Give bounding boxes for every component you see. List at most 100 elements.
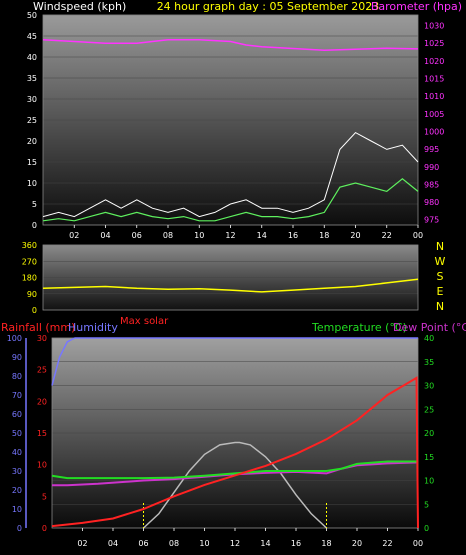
temperature-series bbox=[51, 337, 419, 529]
windspeed-tick-label: 45 bbox=[27, 32, 37, 41]
x-tick-label: 14 bbox=[257, 231, 267, 240]
barometer-tick-label: 1025 bbox=[424, 39, 444, 48]
compass-label: W bbox=[435, 255, 446, 268]
x-tick-label: 04 bbox=[108, 539, 118, 548]
barometer-axis-title: Barometer (hpa) bbox=[371, 0, 462, 13]
direction-panel-grid bbox=[42, 244, 419, 311]
x-tick-label: 20 bbox=[350, 231, 360, 240]
windspeed-tick-label: 25 bbox=[27, 116, 37, 125]
x-tick-label: 08 bbox=[163, 231, 173, 240]
humidity-tick-label: 40 bbox=[12, 448, 22, 457]
x-tick-label: 20 bbox=[352, 539, 362, 548]
barometer-tick-label: 975 bbox=[424, 216, 439, 225]
windspeed-tick-label: 20 bbox=[27, 137, 37, 146]
wind-series bbox=[42, 38, 419, 222]
humidity-line bbox=[51, 337, 418, 386]
barometer-tick-label: 1015 bbox=[424, 75, 444, 84]
compass-label: S bbox=[437, 270, 444, 283]
x-tick-label: 16 bbox=[288, 231, 298, 240]
barometer-tick-label: 980 bbox=[424, 198, 439, 207]
rainfall-tick-label: 10 bbox=[37, 461, 47, 470]
barometer-tick-label: 1010 bbox=[424, 92, 444, 101]
temperature-line bbox=[51, 460, 418, 480]
direction-line bbox=[42, 278, 419, 293]
rainfall-tick-label: 0 bbox=[42, 524, 47, 533]
x-tick-label: 06 bbox=[132, 231, 142, 240]
direction-tick-label: 360 bbox=[22, 241, 37, 250]
windspeed-tick-label: 10 bbox=[27, 179, 37, 188]
humidity-tick-label: 10 bbox=[12, 505, 22, 514]
rainfall-tick-label: 25 bbox=[37, 366, 47, 375]
wind-x-tick-labels: 02 04 06 08 10 12 14 16 18 20 22 00 bbox=[69, 225, 423, 240]
temperature-tick-label: 40 bbox=[424, 334, 434, 343]
x-tick-label: 16 bbox=[291, 539, 301, 548]
barometer-tick-label: 985 bbox=[424, 180, 439, 189]
x-tick-label: 12 bbox=[230, 539, 240, 548]
humidity-tick-label: 0 bbox=[17, 524, 22, 533]
rainfall-line bbox=[51, 376, 419, 529]
windspeed-tick-labels: 0 5 10 15 20 25 30 35 40 45 50 bbox=[27, 11, 37, 230]
barometer-tick-labels: 975 980 985 990 995 1000 1005 1010 1015 1020 1025 1… bbox=[424, 22, 444, 225]
barometer-tick-label: 1005 bbox=[424, 110, 444, 119]
x-tick-label: 00 bbox=[413, 539, 423, 548]
rainfall-axis-title: Rainfall (mm) bbox=[1, 321, 75, 334]
windspeed-line bbox=[42, 178, 419, 222]
x-tick-label: 18 bbox=[321, 539, 331, 548]
compass-label: N bbox=[436, 240, 444, 253]
humidity-tick-label: 50 bbox=[12, 429, 22, 438]
x-tick-label: 08 bbox=[169, 539, 179, 548]
direction-tick-label: 90 bbox=[27, 290, 37, 299]
rainfall-tick-label: 30 bbox=[37, 334, 47, 343]
humidity-tick-label: 20 bbox=[12, 486, 22, 495]
temperature-tick-label: 20 bbox=[424, 429, 434, 438]
humidity-tick-label: 80 bbox=[12, 372, 22, 381]
dewpoint-axis-title: Dew Point (°C) bbox=[393, 321, 466, 334]
x-tick-label: 18 bbox=[319, 231, 329, 240]
x-tick-label: 02 bbox=[77, 539, 87, 548]
solar-curve bbox=[142, 441, 328, 529]
rainfall-tick-label: 15 bbox=[37, 429, 47, 438]
graph-title: 24 hour graph day : 05 September 2023 bbox=[157, 0, 380, 13]
rainfall-tick-labels: 0 5 10 15 20 25 30 bbox=[37, 334, 47, 533]
x-tick-label: 06 bbox=[138, 539, 148, 548]
windspeed-tick-label: 5 bbox=[32, 200, 37, 209]
humidity-tick-label: 100 bbox=[7, 334, 22, 343]
windspeed-tick-label: 50 bbox=[27, 11, 37, 20]
x-tick-label: 04 bbox=[100, 231, 110, 240]
temperature-tick-label: 30 bbox=[424, 382, 434, 391]
barometer-tick-label: 1030 bbox=[424, 22, 444, 31]
wind-panel-grid bbox=[42, 14, 419, 226]
x-tick-label: 22 bbox=[382, 231, 392, 240]
windspeed-tick-label: 40 bbox=[27, 53, 37, 62]
humidity-tick-labels: 0 10 20 30 40 50 60 70 80 90 100 bbox=[7, 334, 22, 533]
windspeed-tick-label: 15 bbox=[27, 158, 37, 167]
temperature-tick-label: 0 bbox=[424, 524, 429, 533]
barometer-line bbox=[42, 38, 419, 52]
barometer-tick-label: 995 bbox=[424, 145, 439, 154]
direction-tick-label: 270 bbox=[22, 257, 37, 266]
barometer-tick-label: 1000 bbox=[424, 127, 444, 136]
max-solar-label: Max solar bbox=[120, 316, 169, 327]
compass-label: N bbox=[436, 300, 444, 313]
x-tick-label: 00 bbox=[413, 231, 423, 240]
rainfall-tick-label: 5 bbox=[42, 492, 47, 501]
windspeed-tick-label: 30 bbox=[27, 95, 37, 104]
direction-tick-label: 0 bbox=[32, 306, 37, 315]
temperature-tick-label: 15 bbox=[424, 453, 434, 462]
temperature-tick-label: 10 bbox=[424, 477, 434, 486]
dewpoint-line bbox=[52, 461, 419, 487]
humidity-tick-label: 60 bbox=[12, 410, 22, 419]
humidity-tick-label: 30 bbox=[12, 467, 22, 476]
temperature-x-tick-labels: 02 04 06 08 10 12 14 16 18 20 22 00 bbox=[77, 528, 423, 548]
direction-tick-label: 180 bbox=[22, 274, 37, 283]
humidity-tick-label: 90 bbox=[12, 353, 22, 362]
windspeed-axis-title: Windspeed (kph) bbox=[33, 0, 126, 13]
x-tick-label: 10 bbox=[199, 539, 209, 548]
barometer-tick-label: 1020 bbox=[424, 57, 444, 66]
gust-line bbox=[42, 131, 419, 218]
windspeed-tick-label: 0 bbox=[32, 221, 37, 230]
x-tick-label: 14 bbox=[260, 539, 270, 548]
direction-panel-border bbox=[42, 244, 419, 311]
